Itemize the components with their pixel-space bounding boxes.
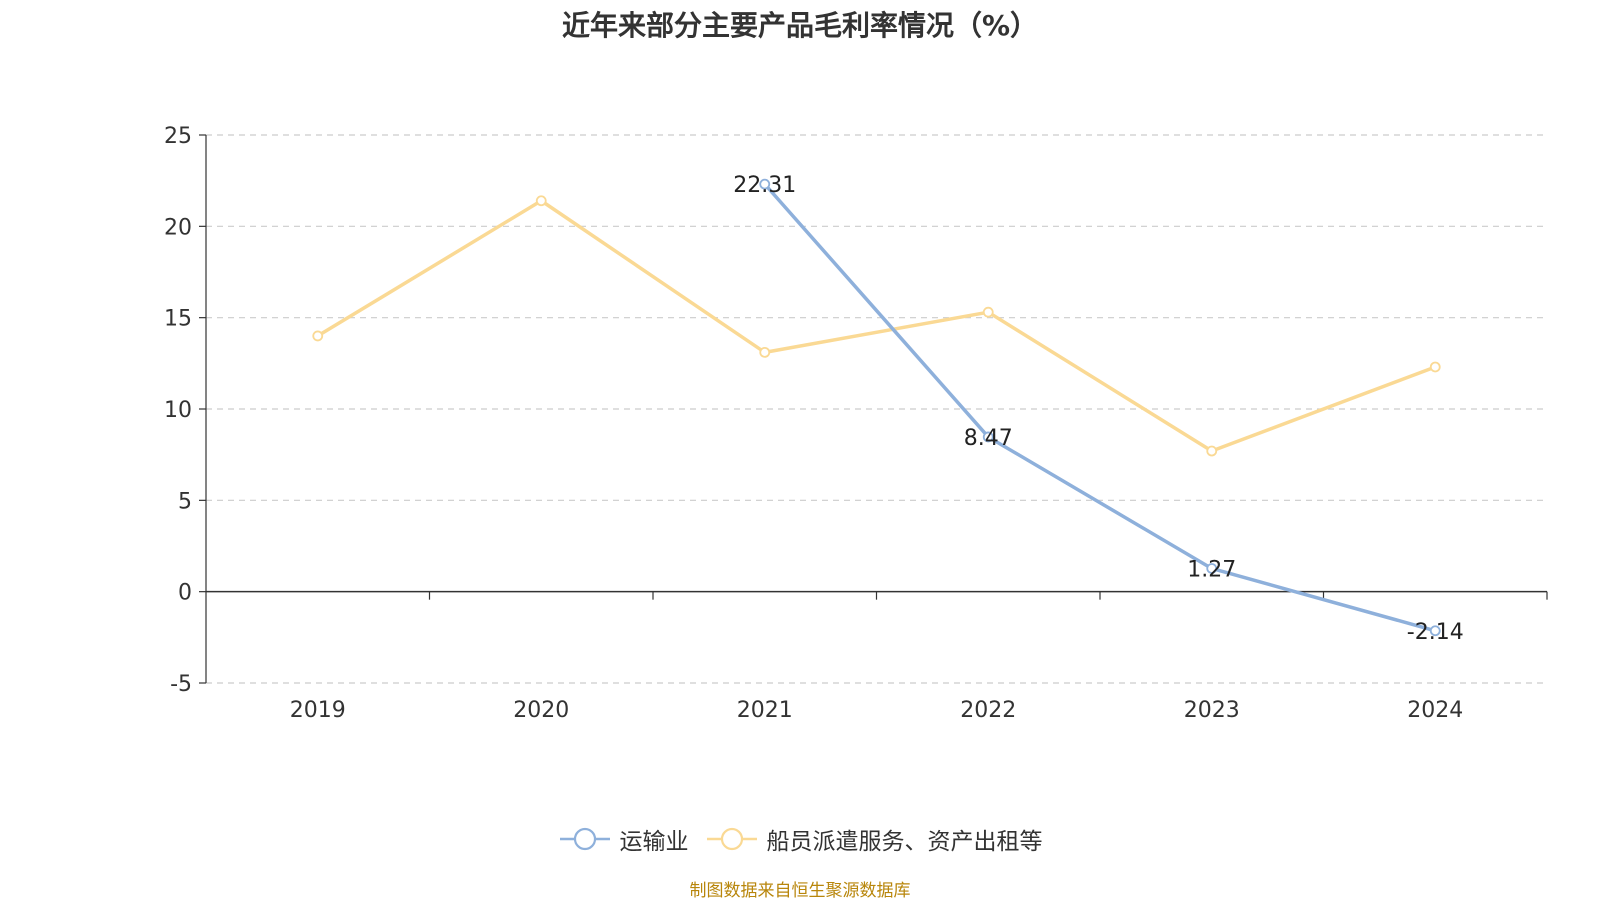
data-point[interactable] — [1206, 563, 1218, 574]
data-label: 1.27 — [1187, 557, 1236, 582]
data-point[interactable] — [759, 346, 771, 358]
data-labels: 22.31 8.47 1.27 -2.14 — [733, 173, 1463, 645]
y-tick-label: 25 — [164, 124, 192, 149]
legend-swatch — [706, 827, 757, 851]
y-tick-label: 20 — [164, 215, 192, 240]
data-point[interactable] — [982, 306, 994, 318]
y-tick-label: 0 — [178, 581, 192, 606]
legend-label: 运输业 — [619, 829, 689, 855]
data-point[interactable] — [982, 431, 994, 443]
x-tick-label: 2020 — [513, 698, 569, 723]
y-tick-label: 15 — [164, 307, 192, 332]
data-point[interactable] — [1206, 445, 1218, 457]
data-point[interactable] — [312, 330, 324, 342]
legend: 运输业 船员派遣服务、资产出租等 — [0, 822, 1600, 856]
legend-swatch-marker — [720, 827, 743, 851]
legend-swatch — [559, 827, 610, 851]
data-point[interactable] — [1429, 625, 1441, 637]
axes: 25 20 15 10 5 0 -5 2019 2020 2021 2022 2023 2024 — [164, 124, 1548, 723]
y-tick-label: -5 — [170, 672, 192, 697]
data-label: -2.14 — [1407, 620, 1464, 645]
data-label: 8.47 — [964, 426, 1013, 451]
data-point[interactable] — [759, 178, 771, 190]
legend-swatch-marker — [573, 827, 596, 851]
grid-lines — [206, 134, 1547, 684]
series-lines — [312, 178, 1441, 637]
series-line-1 — [763, 182, 1437, 633]
data-label: 22.31 — [733, 173, 796, 198]
x-tick-label: 2019 — [290, 698, 346, 723]
chart-title: 近年来部分主要产品毛利率情况（%） — [561, 9, 1039, 42]
data-point[interactable] — [535, 195, 547, 207]
data-point[interactable] — [1429, 361, 1441, 373]
legend-item-2[interactable]: 船员派遣服务、资产出租等 — [705, 822, 1043, 856]
x-tick-label: 2022 — [960, 698, 1016, 723]
source-note: 制图数据来自恒生聚源数据库 — [689, 881, 911, 901]
series-line-2 — [316, 199, 1437, 453]
x-tick-label: 2023 — [1184, 698, 1240, 723]
x-tick-label: 2024 — [1407, 698, 1463, 723]
y-tick-label: 5 — [178, 489, 192, 514]
x-tick-label: 2021 — [737, 698, 793, 723]
legend-label: 船员派遣服务、资产出租等 — [766, 829, 1043, 855]
y-tick-label: 10 — [164, 398, 192, 423]
legend-item-1[interactable]: 运输业 — [558, 822, 689, 856]
